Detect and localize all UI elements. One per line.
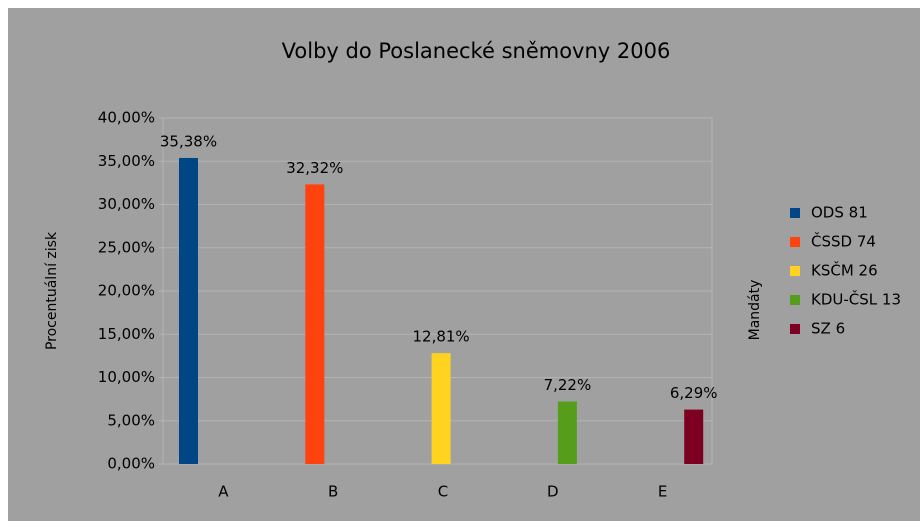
chart-background <box>8 8 920 521</box>
y-tick-label: 25,00% <box>98 238 155 256</box>
y-tick-label: 5,00% <box>107 411 155 429</box>
y-tick-label: 10,00% <box>98 368 155 386</box>
y-tick-label: 40,00% <box>98 109 155 127</box>
legend-swatch <box>790 266 800 276</box>
bar <box>684 409 704 464</box>
x-tick-label: B <box>328 483 338 501</box>
y-tick-label: 30,00% <box>98 195 155 213</box>
data-label: 32,32% <box>286 159 343 177</box>
legend-label: SZ 6 <box>811 320 845 338</box>
chart-title: Volby do Poslanecké sněmovny 2006 <box>282 39 671 63</box>
legend-label: ODS 81 <box>811 204 868 222</box>
legend-swatch <box>790 237 800 247</box>
data-label: 7,22% <box>544 376 592 394</box>
legend-swatch <box>790 324 800 334</box>
bar <box>179 157 198 464</box>
y-tick-label: 20,00% <box>98 282 155 300</box>
data-label: 12,81% <box>412 328 469 346</box>
x-tick-label: C <box>438 483 448 501</box>
y-tick-label: 35,00% <box>98 152 155 170</box>
y-axis-title: Procentuální zisk <box>44 231 60 350</box>
y-tick-label: 15,00% <box>98 325 155 343</box>
x-tick-label: A <box>218 483 229 501</box>
y-tick-label: 0,00% <box>107 455 155 473</box>
y2-axis-title: Mandáty <box>747 280 763 341</box>
x-tick-label: E <box>658 483 667 501</box>
x-tick-label: D <box>547 483 559 501</box>
data-label: 6,29% <box>670 384 718 402</box>
legend-swatch <box>790 295 800 305</box>
bar <box>557 401 577 464</box>
bar <box>431 353 451 464</box>
legend-label: KSČM 26 <box>811 261 878 280</box>
data-label: 35,38% <box>160 132 217 150</box>
legend-label: KDU-ČSL 13 <box>811 290 901 309</box>
legend-label: ČSSD 74 <box>811 232 876 251</box>
legend-swatch <box>790 208 800 218</box>
bar <box>305 184 325 464</box>
